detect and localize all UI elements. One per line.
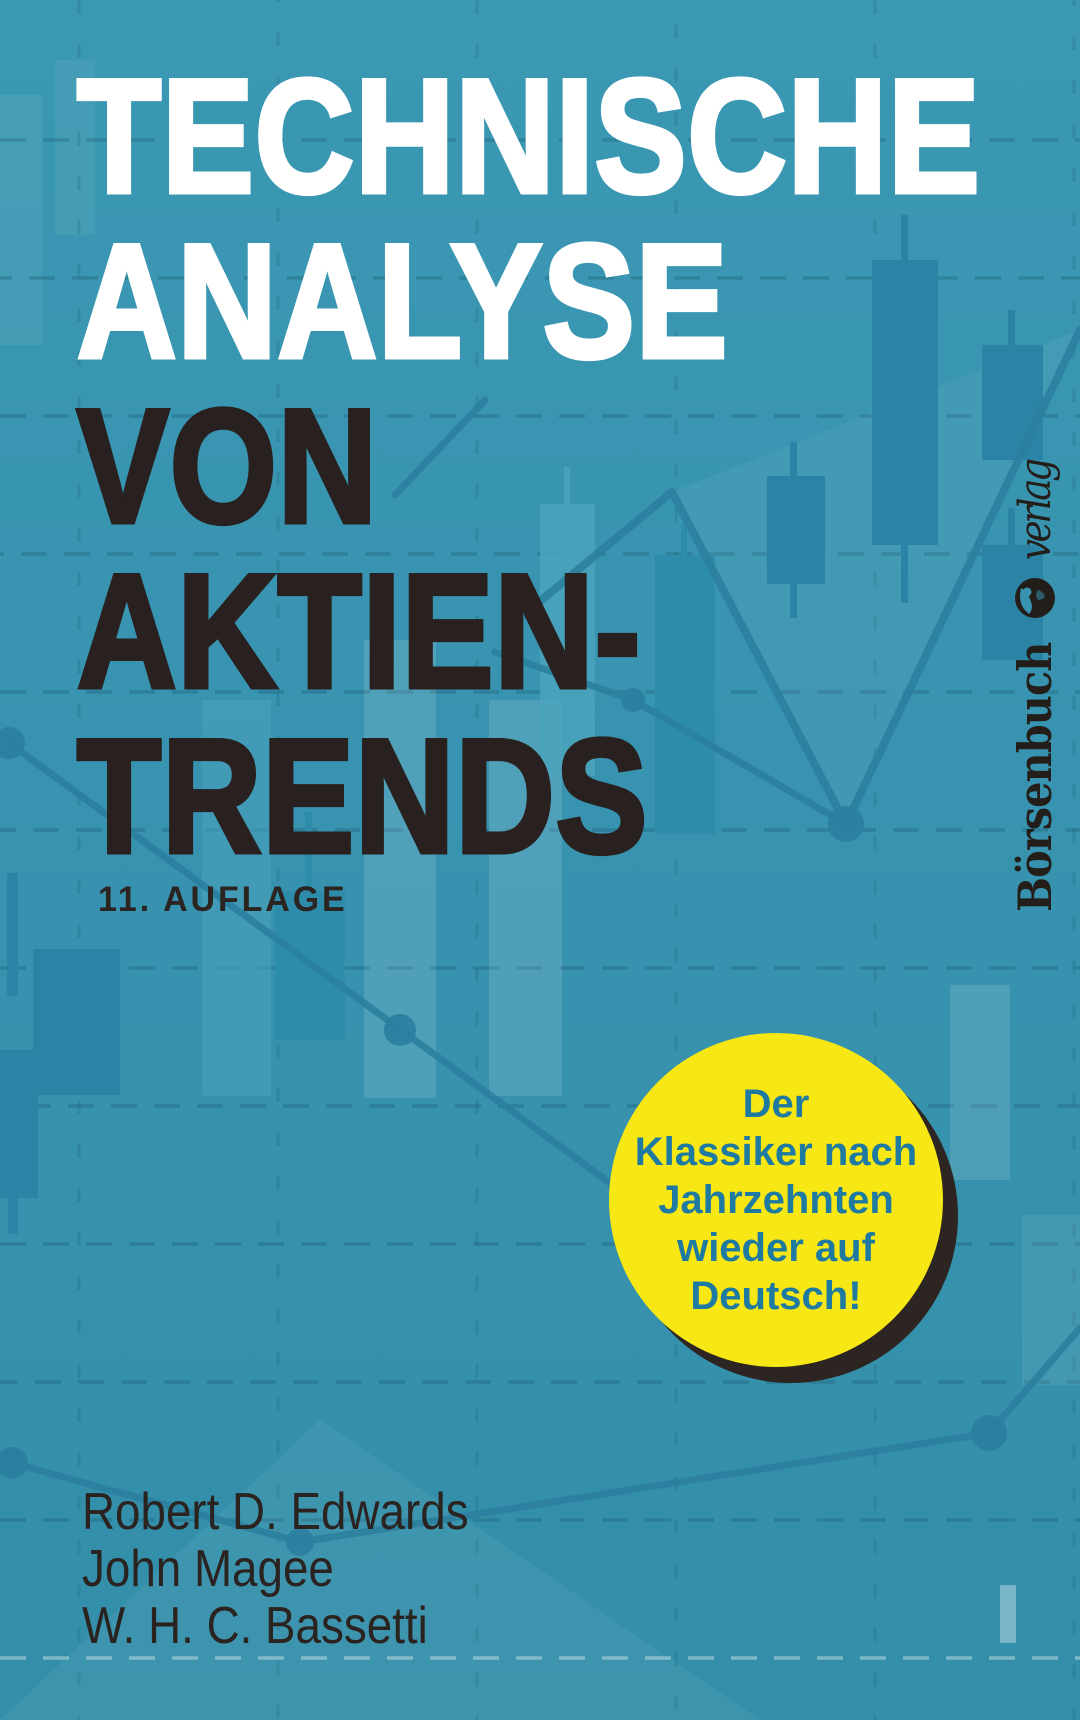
edition-label: 11. AUFLAGE: [98, 880, 348, 919]
author-name: W. H. C. Bassetti: [82, 1597, 428, 1655]
author-name: John Magee: [82, 1540, 334, 1598]
globe-icon: [1015, 578, 1055, 619]
publisher-logo: Börsenbuch verlag: [1008, 462, 1062, 912]
title-line-1: TECHNISCHE: [75, 46, 982, 227]
publisher-name-bold: Börsenbuch: [1008, 642, 1062, 912]
badge-line: Deutsch!: [690, 1274, 862, 1318]
authors-block: Robert D. Edwards John Magee W. H. C. Ba…: [82, 1484, 521, 1655]
badge-line: Klassiker nach: [634, 1130, 918, 1174]
badge-line: Jahrzehnten: [658, 1178, 894, 1222]
author-name: Robert D. Edwards: [82, 1483, 469, 1541]
title-line-3: VON: [75, 376, 379, 557]
promo-badge: Der Klassiker nach Jahrzehnten wieder au…: [609, 1033, 943, 1367]
badge-line: Der: [742, 1082, 810, 1126]
title-line-2: ANALYSE: [75, 211, 730, 392]
badge-line: wieder auf: [677, 1226, 875, 1270]
title-line-4: AKTIEN-: [75, 541, 643, 722]
publisher-name-italic: verlag: [1009, 461, 1061, 561]
title-line-5: TRENDS: [75, 706, 650, 887]
